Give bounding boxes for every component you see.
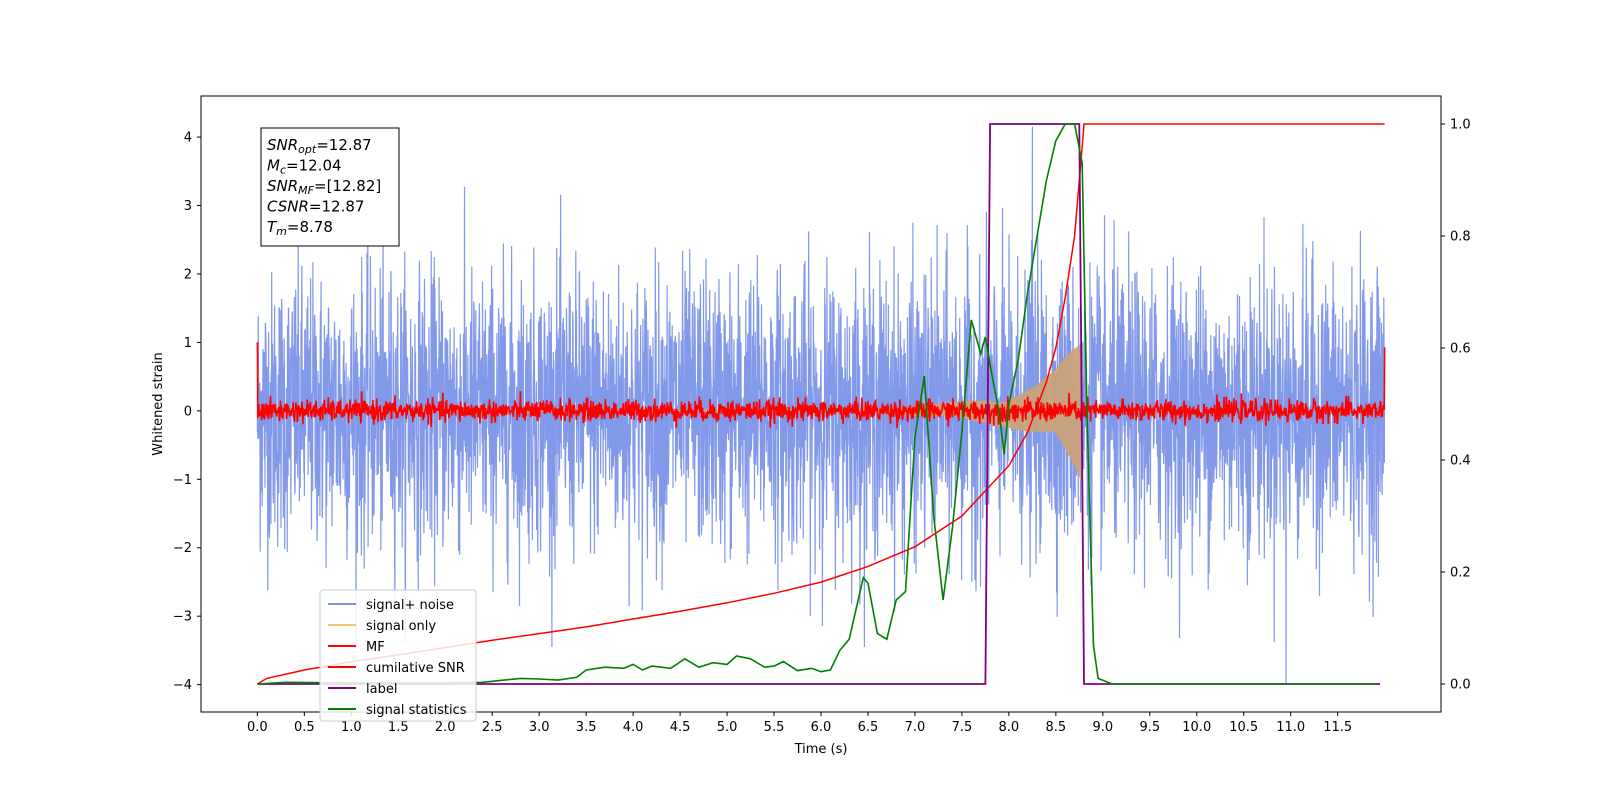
x-tick-label: 3.0 — [529, 720, 550, 735]
legend-label: cumilative SNR — [366, 661, 465, 676]
x-tick-label: 2.5 — [482, 720, 503, 735]
y-tick-label: 3 — [184, 199, 192, 214]
y2-tick-label: 0.8 — [1450, 230, 1471, 245]
x-tick-label: 3.5 — [576, 720, 597, 735]
x-tick-label: 9.5 — [1139, 720, 1160, 735]
legend: signal+ noise signal only MF cumilative SNR… — [319, 589, 477, 722]
legend-label: signal statistics — [366, 703, 467, 718]
y-tick-label: 0 — [184, 404, 192, 419]
x-tick-label: 8.5 — [1046, 720, 1067, 735]
y-tick-label: 4 — [184, 131, 192, 146]
x-tick-label: 1.0 — [341, 720, 362, 735]
y-tick-label: −2 — [173, 541, 192, 556]
y-tick-label: 2 — [184, 267, 192, 282]
legend-label: label — [366, 682, 397, 697]
x-tick-label: 6.5 — [858, 720, 879, 735]
x-tick-label: 0.0 — [247, 720, 268, 735]
y2-tick-label: 0.2 — [1450, 566, 1471, 581]
x-tick-label: 5.5 — [764, 720, 785, 735]
y2-tick-label: 0.6 — [1450, 342, 1471, 357]
x-tick-label: 2.0 — [435, 720, 456, 735]
x-tick-label: 8.0 — [999, 720, 1020, 735]
x-tick-label: 7.0 — [905, 720, 926, 735]
annotation-box: SNRopt=12.87Mc=12.04SNRMF=[12.82]CSNR=12… — [260, 127, 400, 247]
annotation-line: CSNR=12.87 — [267, 198, 364, 216]
x-tick-label: 5.0 — [717, 720, 738, 735]
legend-label: signal+ noise — [366, 598, 454, 613]
x-tick-label: 10.5 — [1229, 720, 1258, 735]
x-tick-label: 7.5 — [952, 720, 973, 735]
y2-tick-label: 0.0 — [1450, 678, 1471, 693]
y-tick-label: −1 — [173, 473, 192, 488]
y-axis-right: 1.0 0.8 0.6 0.4 0.2 0.0 — [1441, 118, 1471, 693]
annotation-line: Tm=8.78 — [267, 218, 333, 238]
x-tick-label: 1.5 — [388, 720, 409, 735]
legend-label: MF — [366, 640, 385, 655]
y-tick-label: −3 — [173, 610, 192, 625]
series-signal-statistics-line — [257, 123, 1376, 685]
y-axis-label: Whitened strain — [151, 352, 166, 455]
y-tick-label: 1 — [184, 336, 192, 351]
x-tick-label: 4.0 — [623, 720, 644, 735]
x-axis-label: Time (s) — [794, 742, 848, 757]
y-axis-left: 4 3 2 1 0 −1 −2 −3 −4 — [173, 131, 201, 693]
x-tick-label: 6.0 — [811, 720, 832, 735]
y2-tick-label: 0.4 — [1450, 454, 1471, 469]
x-tick-label: 9.0 — [1092, 720, 1113, 735]
x-tick-label: 11.0 — [1276, 720, 1305, 735]
legend-label: signal only — [366, 619, 436, 634]
series-mf-line — [256, 342, 1386, 428]
x-tick-label: 11.5 — [1323, 720, 1352, 735]
y2-tick-label: 1.0 — [1450, 118, 1471, 133]
x-tick-label: 10.0 — [1182, 720, 1211, 735]
x-tick-label: 0.5 — [294, 720, 315, 735]
annotation-line: SNRMF=[12.82] — [267, 177, 381, 197]
y-tick-label: −4 — [173, 678, 192, 693]
x-tick-label: 4.5 — [670, 720, 691, 735]
annotation-line: Mc=12.04 — [267, 157, 342, 177]
x-axis: 0.0 0.5 1.0 1.5 2.0 2.5 3.0 3.5 4.0 4.5 5.0 5.5 6.0 6… — [247, 712, 1352, 735]
annotation-line: SNRopt=12.87 — [267, 136, 372, 156]
